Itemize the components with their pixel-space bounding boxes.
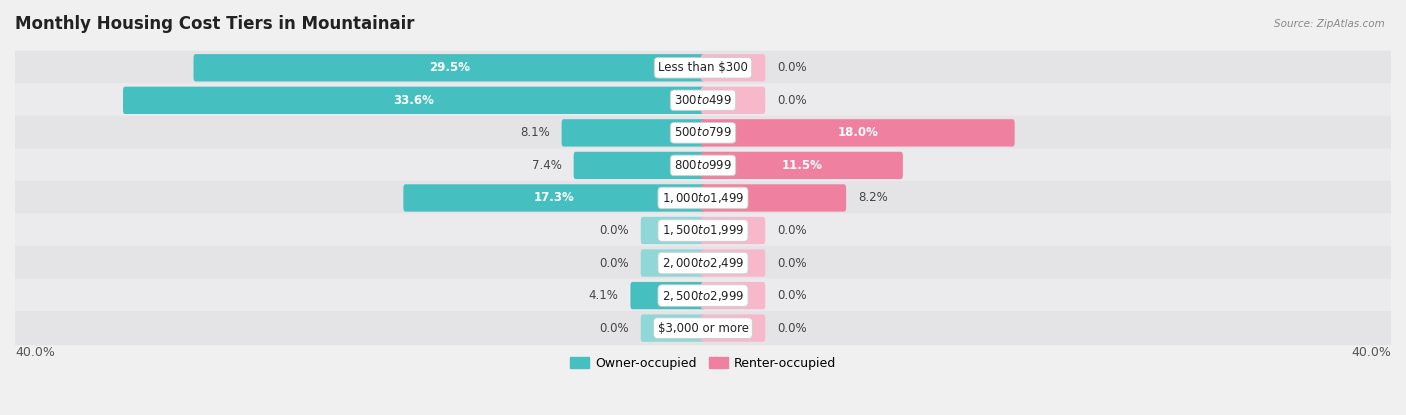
FancyBboxPatch shape xyxy=(11,83,1395,117)
Text: 7.4%: 7.4% xyxy=(531,159,562,172)
Text: 29.5%: 29.5% xyxy=(429,61,470,74)
FancyBboxPatch shape xyxy=(630,282,704,309)
Text: $800 to $999: $800 to $999 xyxy=(673,159,733,172)
FancyBboxPatch shape xyxy=(11,181,1395,215)
Text: 0.0%: 0.0% xyxy=(599,224,628,237)
Text: 40.0%: 40.0% xyxy=(15,346,55,359)
Text: 17.3%: 17.3% xyxy=(534,191,575,205)
Text: 0.0%: 0.0% xyxy=(778,224,807,237)
FancyBboxPatch shape xyxy=(11,148,1395,183)
FancyBboxPatch shape xyxy=(641,315,704,342)
Text: Source: ZipAtlas.com: Source: ZipAtlas.com xyxy=(1274,19,1385,29)
Text: 0.0%: 0.0% xyxy=(778,256,807,269)
FancyBboxPatch shape xyxy=(574,152,704,179)
FancyBboxPatch shape xyxy=(702,282,765,309)
Text: $2,500 to $2,999: $2,500 to $2,999 xyxy=(662,288,744,303)
FancyBboxPatch shape xyxy=(702,87,765,114)
FancyBboxPatch shape xyxy=(11,213,1395,248)
Text: 40.0%: 40.0% xyxy=(1351,346,1391,359)
FancyBboxPatch shape xyxy=(641,217,704,244)
FancyBboxPatch shape xyxy=(702,54,765,81)
FancyBboxPatch shape xyxy=(561,119,704,146)
FancyBboxPatch shape xyxy=(11,246,1395,280)
FancyBboxPatch shape xyxy=(11,311,1395,345)
Text: $2,000 to $2,499: $2,000 to $2,499 xyxy=(662,256,744,270)
FancyBboxPatch shape xyxy=(11,51,1395,85)
Text: $3,000 or more: $3,000 or more xyxy=(658,322,748,334)
Text: $300 to $499: $300 to $499 xyxy=(673,94,733,107)
FancyBboxPatch shape xyxy=(641,249,704,277)
Text: 8.2%: 8.2% xyxy=(858,191,887,205)
Text: $1,500 to $1,999: $1,500 to $1,999 xyxy=(662,224,744,237)
Text: $500 to $799: $500 to $799 xyxy=(673,126,733,139)
Text: 0.0%: 0.0% xyxy=(778,289,807,302)
FancyBboxPatch shape xyxy=(702,315,765,342)
Legend: Owner-occupied, Renter-occupied: Owner-occupied, Renter-occupied xyxy=(565,352,841,375)
Text: 33.6%: 33.6% xyxy=(394,94,434,107)
Text: 0.0%: 0.0% xyxy=(599,256,628,269)
Text: 0.0%: 0.0% xyxy=(778,61,807,74)
FancyBboxPatch shape xyxy=(702,184,846,212)
FancyBboxPatch shape xyxy=(11,116,1395,150)
FancyBboxPatch shape xyxy=(194,54,704,81)
FancyBboxPatch shape xyxy=(122,87,704,114)
FancyBboxPatch shape xyxy=(404,184,704,212)
Text: 0.0%: 0.0% xyxy=(778,94,807,107)
FancyBboxPatch shape xyxy=(702,249,765,277)
Text: 4.1%: 4.1% xyxy=(589,289,619,302)
Text: Less than $300: Less than $300 xyxy=(658,61,748,74)
Text: 0.0%: 0.0% xyxy=(599,322,628,334)
FancyBboxPatch shape xyxy=(11,278,1395,312)
FancyBboxPatch shape xyxy=(702,217,765,244)
Text: 18.0%: 18.0% xyxy=(838,126,879,139)
Text: Monthly Housing Cost Tiers in Mountainair: Monthly Housing Cost Tiers in Mountainai… xyxy=(15,15,415,33)
Text: 8.1%: 8.1% xyxy=(520,126,550,139)
Text: 0.0%: 0.0% xyxy=(778,322,807,334)
Text: $1,000 to $1,499: $1,000 to $1,499 xyxy=(662,191,744,205)
FancyBboxPatch shape xyxy=(702,119,1015,146)
Text: 11.5%: 11.5% xyxy=(782,159,823,172)
FancyBboxPatch shape xyxy=(702,152,903,179)
